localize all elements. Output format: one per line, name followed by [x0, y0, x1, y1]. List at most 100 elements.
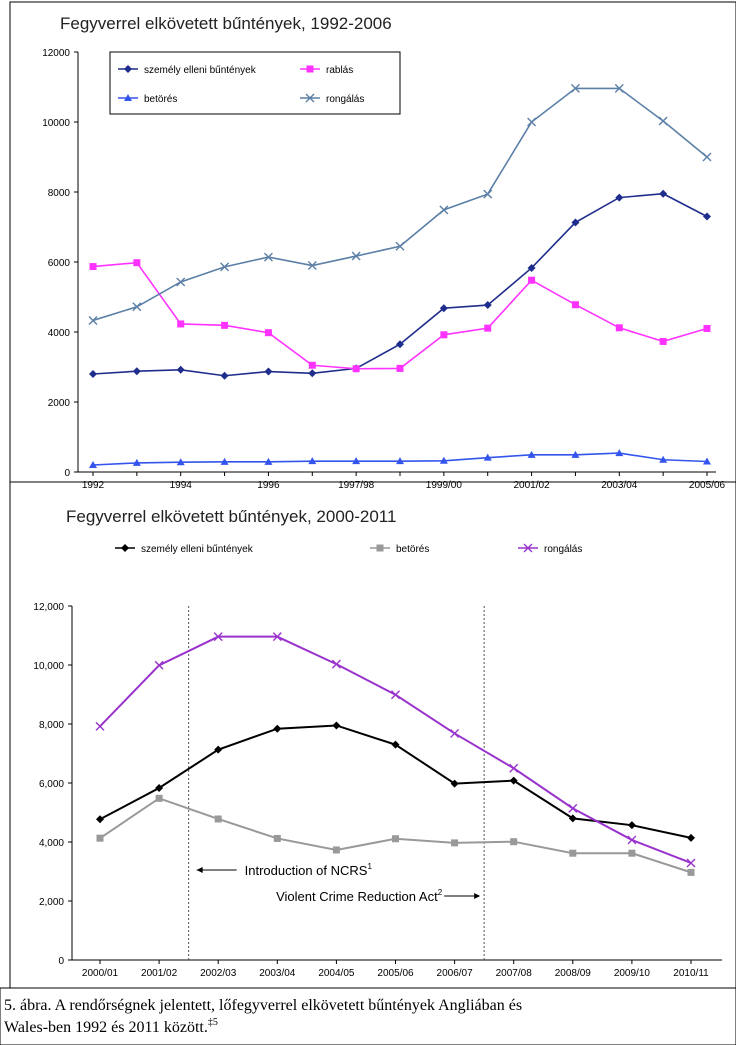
chart2-y-tick-label: 12,000	[33, 602, 64, 613]
chart2-series-betores	[96, 794, 695, 876]
chart1-series-rablas-point	[484, 324, 492, 332]
chart2-series-betores-point	[687, 868, 695, 876]
chart2-x-tick-label: 2008/09	[555, 968, 592, 979]
chart2-legend-betores-marker	[376, 544, 384, 552]
chart2-series-szemely-elleni-buntenyek-point	[509, 776, 518, 785]
chart2-x-tick-label: 2006/07	[437, 968, 474, 979]
chart1-series-rongalas-point	[88, 315, 98, 325]
chart1-series-rablas-point	[615, 324, 623, 332]
chart1-series-betores-point	[659, 455, 668, 463]
chart1-series-szemely-elleni-buntenyek-point	[220, 371, 229, 380]
chart1-series-rablas-point	[264, 329, 272, 337]
chart1-legend-rablas-marker	[306, 65, 314, 73]
chart2-series-szemely-elleni-buntenyek-point	[155, 784, 164, 793]
chart2-series-betores-point	[214, 815, 222, 823]
chart1-series-betores-point	[89, 461, 97, 468]
chart2-series-rongalas-point	[213, 632, 223, 642]
chart2-legend-szemely-elleni-buntenyek-label: személy elleni bűntények	[141, 544, 254, 555]
chart1-series-betores-point	[132, 458, 141, 466]
chart2-x-tick-label: 2009/10	[614, 968, 651, 979]
chart2-series-szemely-elleni-buntenyek-point	[627, 821, 636, 830]
chart1-y-tick-label: 2000	[48, 398, 71, 409]
chart1-x-tick-label: 2005/06	[689, 480, 726, 491]
chart1-y-tick-label: 4000	[48, 328, 71, 339]
chart2-series-rongalas-point	[568, 803, 578, 813]
chart1-legend-box	[109, 51, 401, 115]
caption-line-2: Wales-ben 1992 és 2011 között.‡5	[4, 1017, 218, 1036]
chart1-series-rongalas-point	[439, 205, 449, 215]
chart1-x-tick-label: 1992	[82, 480, 105, 491]
chart1-series-betores-point	[439, 456, 448, 464]
chart1-series-rongalas-point	[351, 251, 361, 261]
chart1-series-rongalas-point	[395, 241, 405, 251]
chart1-series-rablas-point	[396, 364, 404, 372]
chart2-series-szemely-elleni-buntenyek-point	[214, 745, 223, 754]
chart2-series-rongalas-point	[450, 728, 460, 738]
chart1-series-betores-point	[220, 457, 229, 465]
chart1-series-rablas-point	[659, 337, 667, 345]
chart1-series-betores-point	[308, 457, 317, 465]
chart2-annotation-sup: 2	[438, 888, 443, 897]
chart1-legend-rongalas-marker	[305, 93, 315, 103]
chart1-series-rablas-point	[177, 320, 185, 328]
chart2-series-rongalas-point	[509, 763, 519, 773]
chart1-series-szemely-elleni-buntenyek-point	[483, 301, 492, 310]
chart2-x-tick-label: 2003/04	[259, 968, 296, 979]
chart2-legend-szemely-elleni-buntenyek-marker	[121, 544, 129, 552]
chart-2000-2011: Fegyverrel elkövetett bűntények, 2000-20…	[33, 507, 722, 979]
chart2-series-betores-point	[96, 834, 104, 842]
chart1-series-rongalas-point	[702, 152, 712, 162]
chart1-series-betores-point	[571, 450, 580, 458]
caption-frame	[0, 987, 736, 1045]
chart1-series-szemely-elleni-buntenyek-point	[89, 370, 97, 378]
chart2-series-szemely-elleni-buntenyek-point	[391, 740, 400, 749]
chart1-series-betores-point	[352, 457, 361, 465]
chart2-series-rongalas-point	[272, 632, 282, 642]
chart1-series-szemely-elleni-buntenyek-point	[703, 212, 711, 221]
chart1-series-rongalas-point	[483, 189, 493, 199]
chart2-series-betores-point	[332, 846, 340, 854]
chart1-series-szemely-elleni-buntenyek-point	[659, 189, 668, 198]
chart1-x-tick-label: 1999/00	[426, 480, 463, 491]
chart1-x-tick-label: 1994	[170, 480, 193, 491]
chart2-x-tick-label: 2010/11	[673, 968, 709, 979]
chart1-series-rongalas-point	[527, 117, 537, 127]
chart2-y-tick-label: 6,000	[39, 779, 64, 790]
chart1-series-betores-point	[396, 457, 404, 465]
chart1-legend-szemely-elleni-buntenyek-marker	[124, 65, 132, 73]
chart1-legend-rongalas-label: rongálás	[326, 94, 364, 105]
chart1-series-szemely-elleni-buntenyek-point	[264, 367, 273, 376]
chart1-series-rablas-point	[571, 301, 579, 309]
chart1-series-rongalas-point	[658, 116, 668, 126]
chart2-legend-betores-label: betörés	[396, 544, 429, 555]
chart1-series-szemely-elleni-buntenyek-point	[615, 193, 624, 202]
chart2-legend-rongalas-label: rongálás	[544, 544, 582, 555]
chart2-series-szemely-elleni-buntenyek	[96, 721, 695, 842]
chart1-series-rablas-point	[352, 365, 360, 373]
chart1-y-tick-label: 0	[64, 468, 70, 479]
chart1-series-rablas	[89, 259, 711, 373]
chart2-x-tick-label: 2000/01	[82, 968, 119, 979]
chart2-series-rongalas-point	[95, 721, 105, 731]
chart1-legend-betores-marker	[124, 94, 132, 101]
chart2-annotation-arrowhead	[196, 867, 203, 873]
chart2-x-tick-label: 2002/03	[200, 968, 237, 979]
chart2-x-tick-label: 2007/08	[496, 968, 533, 979]
chart1-y-tick-label: 8000	[48, 188, 71, 199]
chart1-series-szemely-elleni-buntenyek-point	[308, 369, 317, 378]
chart2-series-rongalas-point	[154, 660, 164, 670]
chart1-series-betores-point	[527, 450, 536, 458]
chart2-y-tick-label: 4,000	[39, 838, 64, 849]
chart2-series-betores-point	[569, 849, 577, 857]
chart2-x-tick-label: 2004/05	[318, 968, 355, 979]
chart2-series-betores-point	[392, 835, 399, 843]
panel-bottom-frame	[9, 481, 736, 989]
chart1-series-betores-point	[615, 449, 624, 457]
caption-line-1: 5. ábra. A rendőrségnek jelentett, lőfeg…	[4, 997, 522, 1014]
chart1-legend-rablas-label: rablás	[326, 65, 353, 76]
chart1-series-szemely-elleni-buntenyek-point	[571, 218, 580, 227]
chart1-series-rongalas-point	[307, 261, 317, 270]
chart1-series-betores	[89, 449, 711, 468]
chart2-series-szemely-elleni-buntenyek-point	[450, 779, 459, 788]
